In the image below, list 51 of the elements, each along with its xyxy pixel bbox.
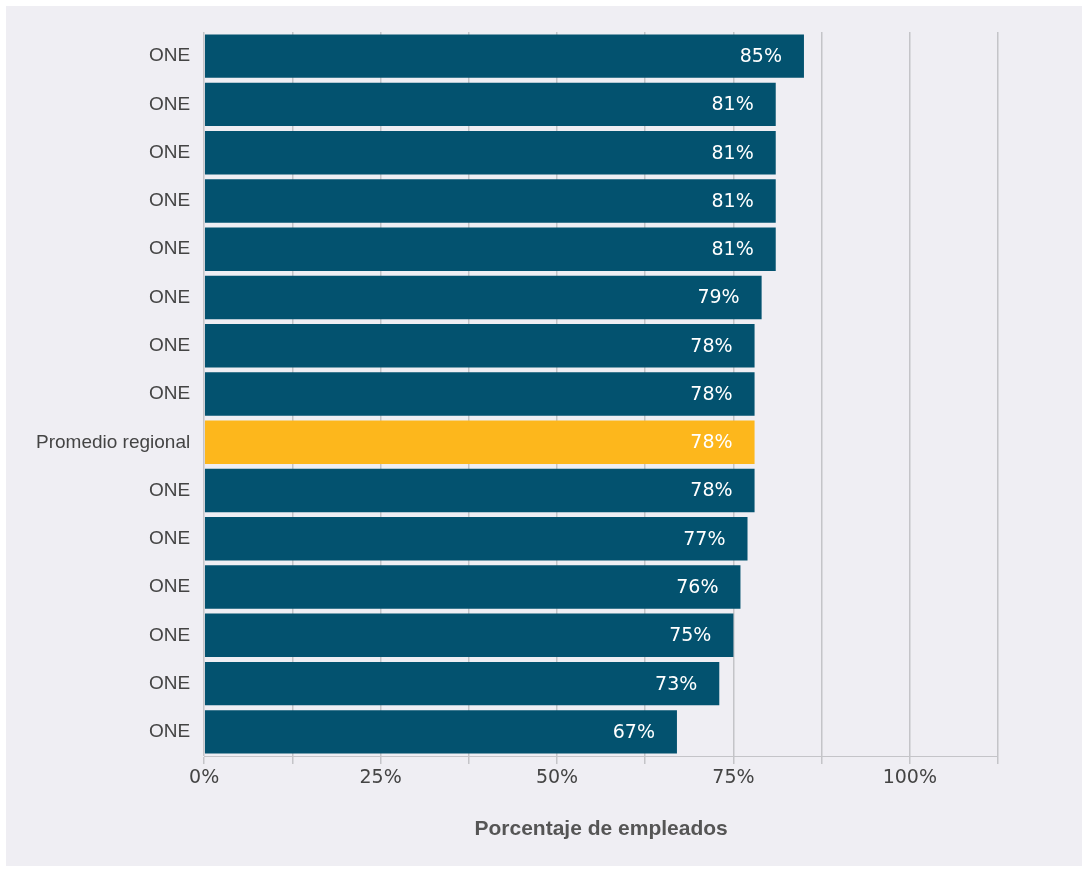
y-tick-label: ONE [149, 285, 191, 307]
x-tick-label: 0% [189, 765, 220, 788]
data-label: 77% [683, 526, 726, 549]
data-label: 67% [612, 719, 655, 742]
bar [204, 372, 755, 416]
y-tick-label: ONE [149, 575, 191, 597]
bar [204, 565, 741, 609]
bar [204, 710, 677, 754]
data-label: 79% [697, 285, 740, 308]
bar [204, 179, 776, 223]
data-label: 78% [690, 478, 733, 501]
bar [204, 324, 755, 368]
data-label: 81% [711, 237, 754, 260]
data-label: 76% [676, 575, 719, 597]
y-tick-label: ONE [149, 382, 191, 404]
x-tick-label: 25% [359, 765, 402, 788]
y-tick-label: ONE [149, 720, 191, 742]
data-label: 85% [739, 44, 782, 67]
data-label: 81% [711, 92, 754, 115]
x-tick-label: 75% [712, 765, 755, 788]
y-tick-label: ONE [149, 237, 191, 259]
data-label: 81% [711, 188, 754, 211]
data-label: 78% [690, 333, 733, 356]
x-axis-title: Porcentaje de empleados [474, 816, 728, 840]
bar [204, 82, 776, 127]
y-tick-label: ONE [149, 623, 191, 645]
bar [204, 468, 755, 513]
y-tick-label: ONE [149, 189, 191, 211]
bar [204, 517, 748, 561]
x-tick-label: 100% [882, 765, 937, 788]
x-tick-label: 50% [535, 765, 579, 788]
y-tick-label: ONE [149, 92, 191, 114]
bar [204, 275, 762, 320]
data-label: 73% [655, 671, 698, 694]
data-label: 78% [690, 381, 733, 404]
y-tick-label: Promedio regional [36, 430, 191, 452]
y-tick-label: ONE [149, 478, 191, 500]
data-label: 75% [669, 623, 712, 646]
data-label: 78% [690, 430, 733, 453]
data-label: 81% [711, 140, 754, 163]
y-tick-label: ONE [149, 671, 191, 693]
y-tick-label: ONE [149, 140, 191, 162]
y-tick-label: ONE [149, 333, 191, 355]
bar [204, 661, 720, 706]
y-tick-label: ONE [149, 44, 191, 66]
bar [204, 34, 804, 78]
y-tick-label: ONE [149, 527, 191, 549]
bar [204, 420, 755, 464]
bar [204, 613, 734, 658]
bar [204, 227, 776, 271]
bar [204, 130, 776, 175]
